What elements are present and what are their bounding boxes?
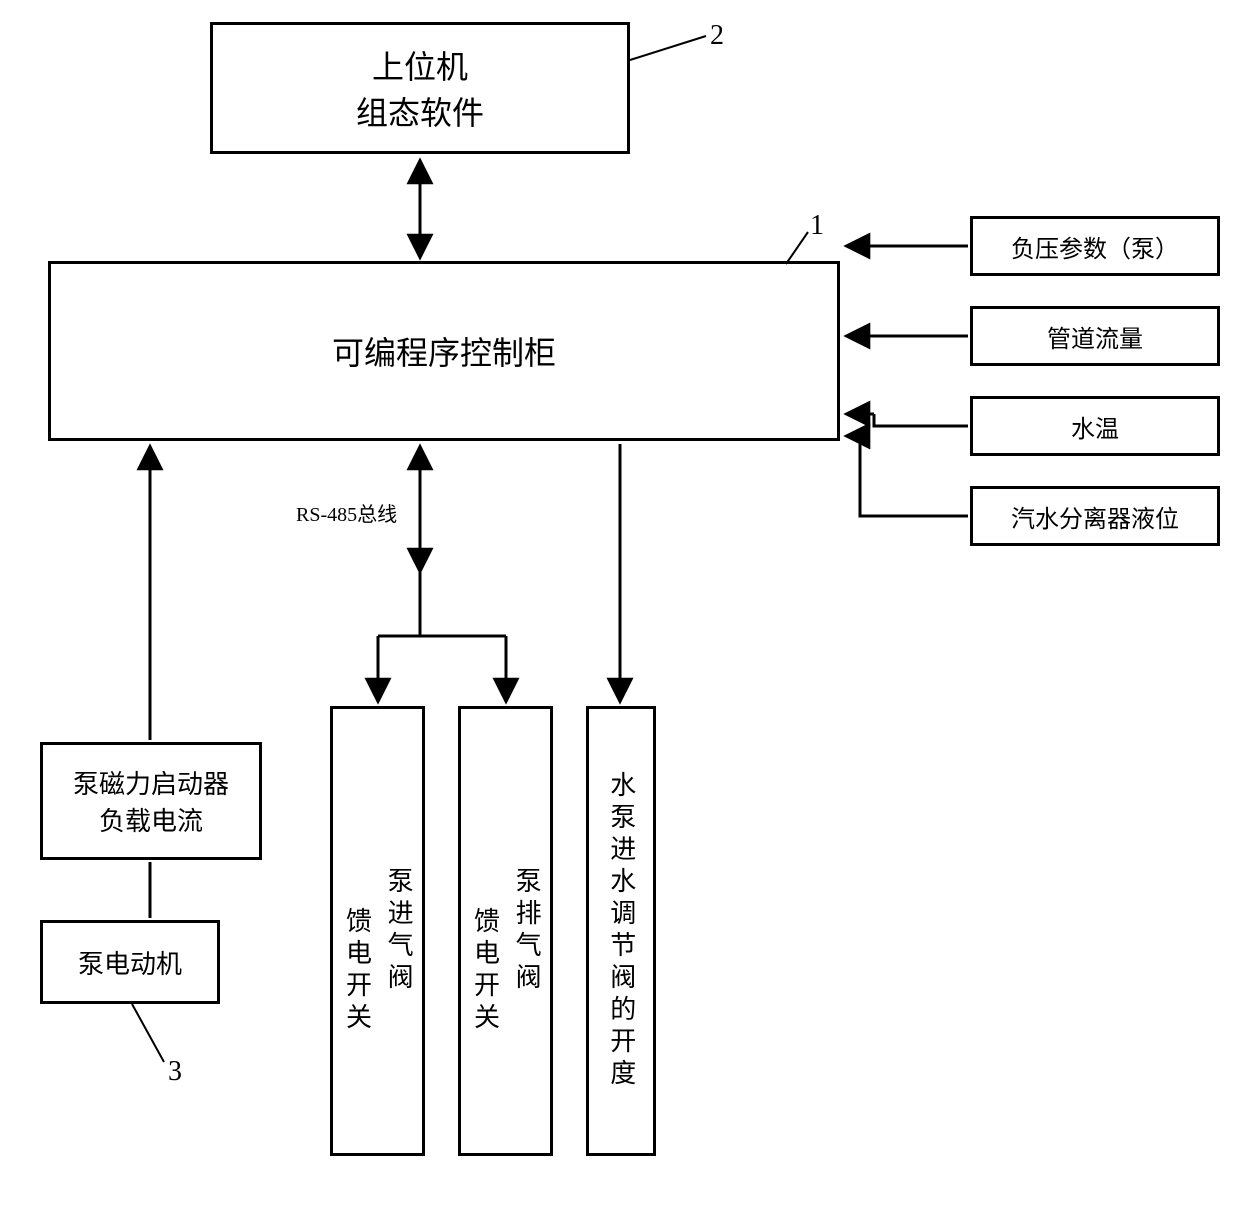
node-param3: 水温 — [970, 396, 1220, 456]
host-line2: 组态软件 — [356, 88, 484, 134]
node-plc: 可编程序控制柜 — [48, 261, 840, 441]
plc-label: 可编程序控制柜 — [332, 328, 556, 374]
node-param4: 汽水分离器液位 — [970, 486, 1220, 546]
node-valve2: 馈电开关 泵排气阀 — [458, 706, 553, 1156]
rs485-label: RS-485总线 — [296, 498, 397, 527]
host-line1: 上位机 — [356, 42, 484, 88]
node-valve1: 馈电开关 泵进气阀 — [330, 706, 425, 1156]
starter-line1: 泵磁力启动器 — [73, 764, 229, 801]
callout-3: 3 — [168, 1056, 182, 1088]
param3-label: 水温 — [1071, 409, 1119, 444]
node-param2: 管道流量 — [970, 306, 1220, 366]
valve1-col2: 馈电开关 — [336, 907, 378, 1035]
valve3-text: 水泵进水调节阀的开度 — [600, 771, 642, 1091]
starter-line2: 负载电流 — [73, 801, 229, 838]
valve1-col1: 泵进气阀 — [378, 867, 420, 995]
valve2-col1: 泵排气阀 — [506, 867, 548, 995]
param2-label: 管道流量 — [1047, 319, 1143, 354]
motor-label: 泵电动机 — [78, 944, 182, 981]
callout-2: 2 — [710, 20, 724, 52]
param4-label: 汽水分离器液位 — [1011, 499, 1179, 534]
node-param1: 负压参数（泵） — [970, 216, 1220, 276]
node-host: 上位机 组态软件 — [210, 22, 630, 154]
node-starter: 泵磁力启动器 负载电流 — [40, 742, 262, 860]
callout-1: 1 — [810, 210, 824, 242]
node-motor: 泵电动机 — [40, 920, 220, 1004]
param1-label: 负压参数（泵） — [1011, 229, 1179, 264]
node-valve3: 水泵进水调节阀的开度 — [586, 706, 656, 1156]
valve2-col2: 馈电开关 — [464, 907, 506, 1035]
